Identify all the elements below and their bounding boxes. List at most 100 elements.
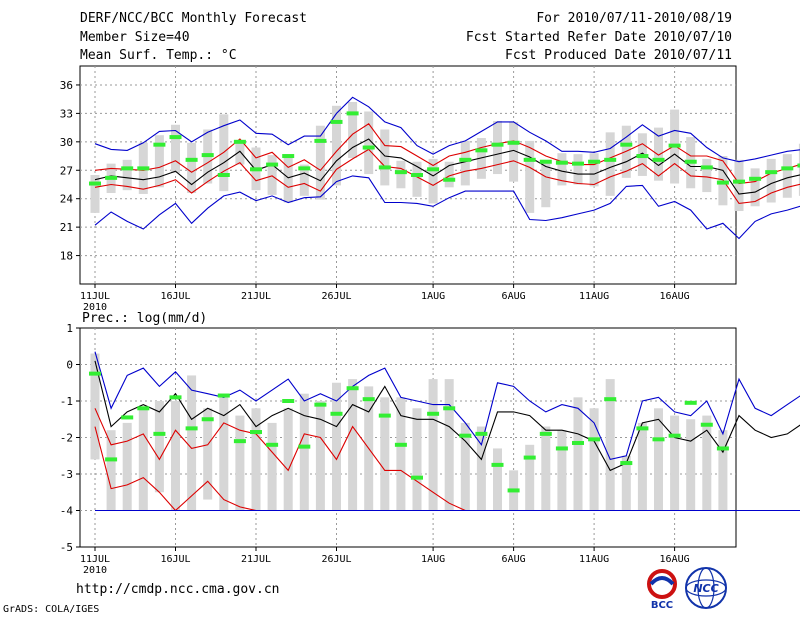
range-bar [718, 430, 727, 510]
y-tick-label: 33 [60, 107, 73, 120]
x-tick-label: 21JUL [241, 291, 271, 302]
observation-marker [153, 143, 165, 147]
observation-marker [218, 173, 230, 177]
y-tick-label: 27 [60, 164, 73, 177]
range-bar [91, 354, 100, 460]
grads-credit: GrADS: COLA/IGES [3, 604, 99, 615]
observation-marker [105, 457, 117, 461]
range-bar [445, 379, 454, 510]
range-bar [187, 143, 196, 193]
range-bar [316, 401, 325, 511]
y-tick-label: 18 [60, 250, 73, 263]
y-tick-label: 21 [60, 221, 73, 234]
y-tick-label: 1 [66, 322, 73, 335]
observation-marker [89, 372, 101, 376]
observation-marker [266, 163, 278, 167]
observation-marker [475, 148, 487, 152]
x-tick-label: 11AUG [579, 554, 609, 565]
range-bar [396, 397, 405, 510]
observation-marker [411, 173, 423, 177]
range-bar [606, 132, 615, 196]
range-bar [332, 383, 341, 511]
observation-marker [186, 158, 198, 162]
observation-marker [524, 158, 536, 162]
observation-marker [717, 181, 729, 185]
y-tick-label: -1 [60, 395, 73, 408]
observation-marker [298, 166, 310, 170]
observation-marker [186, 426, 198, 430]
observation-marker [379, 165, 391, 169]
range-bar [493, 121, 502, 174]
observation-marker [314, 139, 326, 143]
observation-marker [733, 180, 745, 184]
observation-marker [443, 178, 455, 182]
observation-marker [347, 111, 359, 115]
x-tick-label: 6AUG [502, 554, 526, 565]
range-bar [252, 408, 261, 510]
observation-marker [347, 386, 359, 390]
observation-marker [459, 158, 471, 162]
observation-marker [653, 437, 665, 441]
y-tick-label: -4 [60, 505, 74, 518]
x-tick-label: 11JUL [80, 554, 110, 565]
observation-marker [685, 160, 697, 164]
observation-marker [475, 432, 487, 436]
range-bar [461, 141, 470, 186]
range-bar [155, 401, 164, 492]
observation-marker [137, 406, 149, 410]
observation-marker [170, 395, 182, 399]
x-tick-label: 16JUL [160, 291, 190, 302]
observation-marker [636, 154, 648, 158]
observation-marker [492, 143, 504, 147]
observation-marker [202, 153, 214, 157]
range-bar [268, 155, 277, 195]
observation-marker [314, 403, 326, 407]
observation-marker [250, 430, 262, 434]
observation-marker [170, 135, 182, 139]
observation-marker [427, 412, 439, 416]
y-tick-label: -3 [60, 468, 73, 481]
x-tick-label: 26JUL [321, 291, 351, 302]
observation-marker [620, 461, 632, 465]
x-tick-label: 16AUG [660, 291, 690, 302]
x-tick-label: 1AUG [421, 291, 445, 302]
x-tick-label: 26JUL [321, 554, 351, 565]
range-bar [686, 419, 695, 510]
range-bar [171, 125, 180, 173]
x-tick-label: 21JUL [241, 554, 271, 565]
range-bar [493, 448, 502, 510]
observation-marker [508, 488, 520, 492]
observation-marker [427, 167, 439, 171]
observation-marker [331, 120, 343, 124]
x-tick-label: 16JUL [160, 554, 190, 565]
footer-url[interactable]: http://cmdp.ncc.cma.gov.cn [76, 582, 280, 597]
observation-marker [234, 439, 246, 443]
range-bar [396, 161, 405, 188]
ncc-logo-icon: NCC [684, 566, 728, 610]
observation-marker [685, 401, 697, 405]
observation-marker [781, 166, 793, 170]
bcc-logo-text: BCC [651, 600, 673, 610]
observation-marker [89, 182, 101, 186]
observation-marker [137, 166, 149, 170]
observation-marker [379, 414, 391, 418]
plot-frame [80, 66, 736, 284]
range-bar [477, 427, 486, 511]
range-bar [187, 375, 196, 510]
observation-marker [153, 432, 165, 436]
range-bar [316, 126, 325, 200]
observation-marker [636, 426, 648, 430]
ncc-logo-text: NCC [693, 582, 718, 595]
range-bar [413, 408, 422, 510]
observation-marker [508, 141, 520, 145]
y-tick-label: 30 [60, 136, 73, 149]
observation-marker [572, 441, 584, 445]
observation-marker [669, 434, 681, 438]
observation-marker [298, 445, 310, 449]
range-bar [300, 394, 309, 511]
range-bar [219, 394, 228, 511]
observation-marker [395, 170, 407, 174]
range-bar [751, 168, 760, 206]
x-tick-label: 16AUG [660, 554, 690, 565]
range-bar [268, 423, 277, 511]
